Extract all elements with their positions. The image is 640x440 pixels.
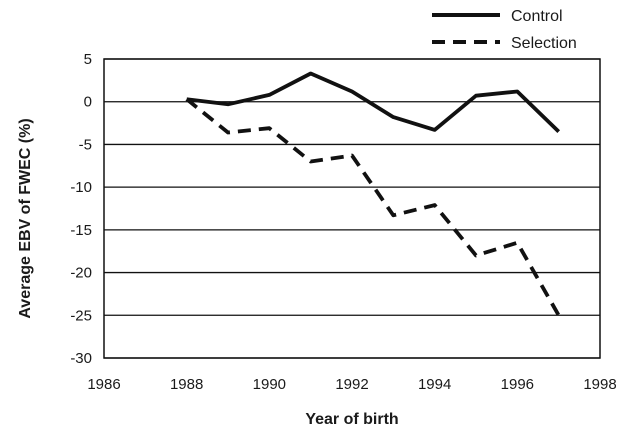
x-tick-label-2: 1990 (253, 376, 286, 393)
y-axis-title: Average EBV of FWEC (%) (17, 118, 34, 318)
y-tick-label-0: 5 (84, 51, 92, 68)
series-lines (185, 71, 561, 317)
series-line-control (186, 71, 561, 133)
y-tick-label-5: -20 (70, 265, 92, 282)
x-tick-label-0: 1986 (87, 376, 120, 393)
plot-frame (103, 58, 601, 359)
x-tick-label-6: 1998 (583, 376, 616, 393)
x-tick-label-5: 1996 (501, 376, 534, 393)
x-axis-title: Year of birth (305, 411, 398, 428)
x-tick-label-3: 1992 (335, 376, 368, 393)
x-tick-label-4: 1994 (418, 376, 451, 393)
y-tick-label-3: -10 (70, 179, 92, 196)
y-tick-label-2: -5 (79, 136, 92, 153)
y-tick-label-1: 0 (84, 94, 92, 111)
legend-label-control: Control (511, 8, 563, 25)
grid-lines (104, 58, 600, 359)
x-tick-labels: 1986 1988 1990 1992 1994 1996 1998 (87, 376, 616, 393)
legend: Control Selection (432, 8, 577, 52)
y-tick-label-4: -15 (70, 222, 92, 239)
legend-label-selection: Selection (511, 35, 577, 52)
y-tick-label-6: -25 (70, 307, 92, 324)
y-tick-label-7: -30 (70, 350, 92, 367)
series-line-selection (185, 97, 561, 317)
x-tick-label-1: 1988 (170, 376, 203, 393)
y-tick-labels: 5 0 -5 -10 -15 -20 -25 -30 (70, 51, 92, 367)
